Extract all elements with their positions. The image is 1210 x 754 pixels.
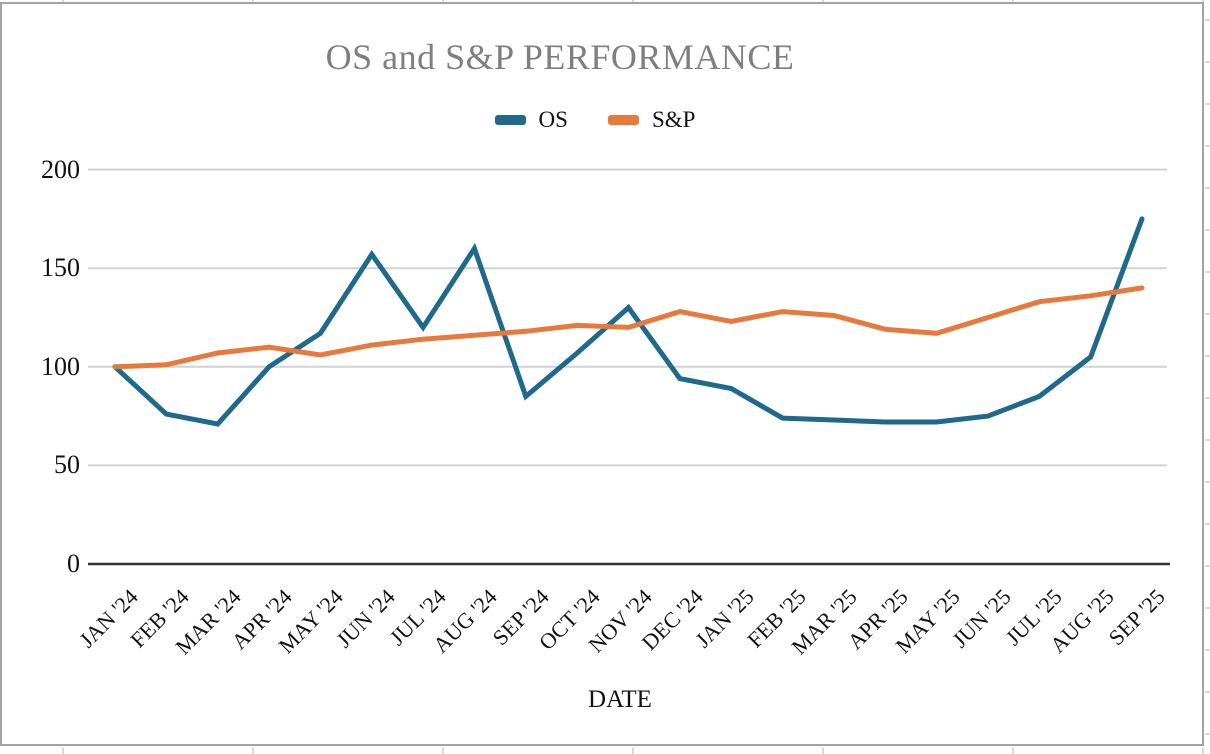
chart-title: OS and S&P PERFORMANCE: [325, 37, 795, 77]
legend-label-os: OS: [538, 107, 568, 132]
series-line-os: [112, 216, 1145, 427]
legend-item-os: OS: [494, 107, 568, 133]
sp-series-swatch-icon: [607, 115, 639, 125]
y-tick-label-200: 200: [41, 155, 80, 184]
y-tick-label-0: 0: [67, 549, 80, 578]
y-tick-label-100: 100: [41, 352, 80, 381]
legend-item-sp: S&P: [607, 107, 696, 133]
series-line-sp: [112, 285, 1145, 370]
os-series-swatch-icon: [494, 115, 526, 125]
y-tick-label-50: 50: [54, 450, 80, 479]
x-axis-title: DATE: [588, 686, 652, 713]
legend: OS S&P: [0, 107, 1190, 133]
legend-label-sp: S&P: [651, 107, 696, 132]
y-tick-label-150: 150: [41, 253, 80, 282]
